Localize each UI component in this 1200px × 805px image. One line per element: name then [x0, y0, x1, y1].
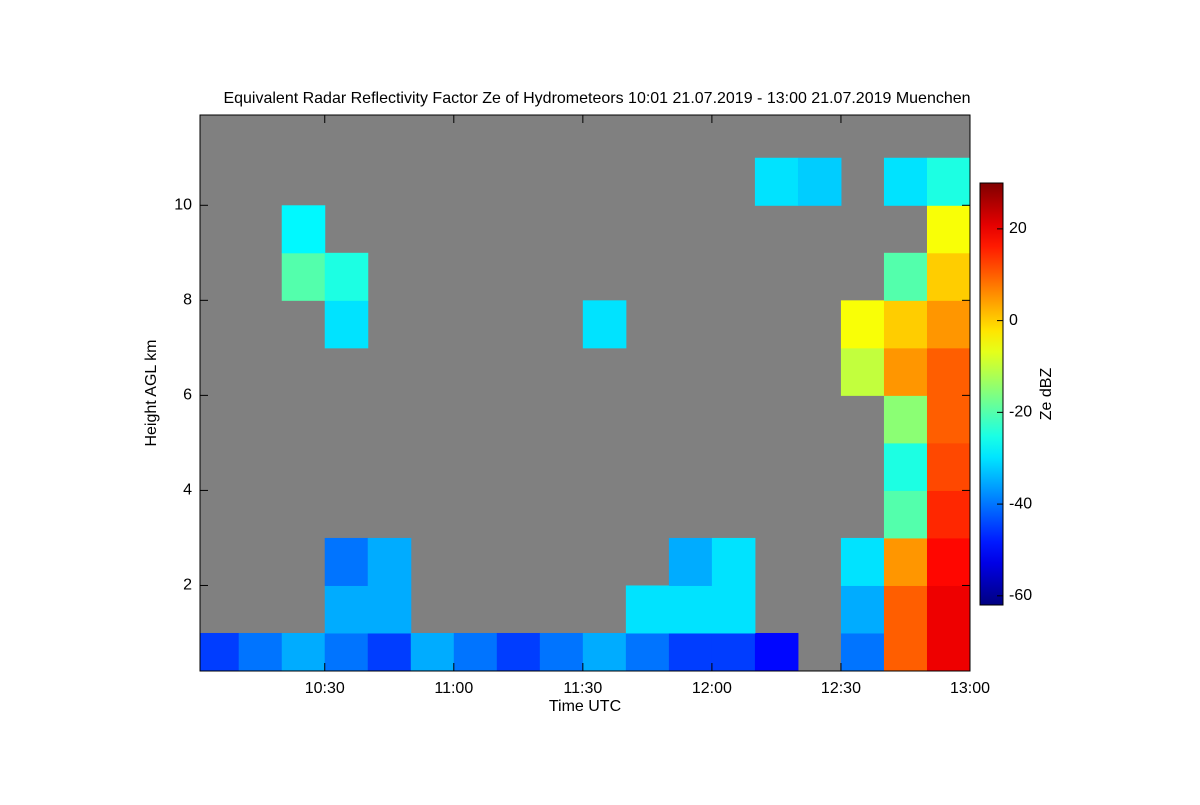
cell: [668, 585, 713, 634]
cell: [668, 537, 713, 586]
cell: [367, 632, 412, 671]
cell: [840, 537, 885, 586]
cell: [926, 442, 970, 491]
cell: [711, 585, 756, 634]
cell: [883, 632, 928, 671]
x-tick-label: 11:30: [563, 680, 602, 697]
cell: [883, 442, 928, 491]
cell: [883, 347, 928, 396]
x-tick-label: 11:00: [434, 680, 473, 697]
cell: [324, 632, 369, 671]
cell: [324, 585, 369, 634]
cell: [840, 300, 885, 349]
x-tick-label: 13:00: [950, 680, 990, 697]
y-tick-label: 6: [183, 387, 192, 404]
cell: [883, 490, 928, 539]
colorbar-tick-label: 0: [1009, 312, 1018, 329]
cell: [539, 632, 584, 671]
cell: [453, 632, 498, 671]
cell: [926, 205, 970, 254]
colorbar-label: Ze dBZ: [1038, 368, 1055, 421]
y-tick-label: 2: [183, 577, 192, 594]
cell: [883, 300, 928, 349]
cell: [668, 632, 713, 671]
cell: [926, 252, 970, 301]
cell: [840, 632, 885, 671]
cell: [496, 632, 541, 671]
cell: [926, 157, 970, 206]
colorbar-tick-label: -60: [1009, 587, 1032, 604]
cell: [281, 252, 326, 301]
cell: [625, 632, 670, 671]
plot-frame: [199, 114, 971, 672]
cell: [883, 585, 928, 634]
cell: [625, 585, 670, 634]
colorbar: [979, 182, 1004, 606]
cell: [281, 205, 326, 254]
cell: [324, 537, 369, 586]
cell: [883, 537, 928, 586]
cell: [883, 157, 928, 206]
colorbar-tick-label: 20: [1009, 220, 1027, 237]
cell: [840, 347, 885, 396]
cell: [324, 300, 369, 349]
cell: [926, 347, 970, 396]
cell: [410, 632, 455, 671]
cell: [711, 537, 756, 586]
x-tick-label: 12:00: [692, 680, 732, 697]
colorbar-tick-label: -20: [1009, 404, 1032, 421]
cell: [367, 537, 412, 586]
colorbar-tick-label: -40: [1009, 495, 1032, 512]
cell: [754, 157, 799, 206]
chart-title: Equivalent Radar Reflectivity Factor Ze …: [223, 90, 970, 107]
cell: [883, 395, 928, 444]
cell: [281, 632, 326, 671]
cell: [883, 252, 928, 301]
cell: [582, 300, 627, 349]
cells: [200, 157, 970, 671]
cell: [324, 252, 369, 301]
cell: [926, 537, 970, 586]
cell: [926, 490, 970, 539]
y-tick-label: 4: [183, 482, 192, 499]
cell: [926, 395, 970, 444]
x-axis-label: Time UTC: [549, 698, 621, 715]
cell: [238, 632, 283, 671]
y-axis-label: Height AGL km: [143, 339, 160, 446]
y-tick-label: 10: [174, 197, 192, 214]
cell: [754, 632, 799, 671]
cell: [797, 157, 842, 206]
cell: [582, 632, 627, 671]
y-tick-label: 8: [183, 292, 192, 309]
cell: [367, 585, 412, 634]
x-tick-label: 12:30: [821, 680, 861, 697]
cell: [926, 585, 970, 634]
cell: [200, 632, 240, 671]
x-tick-label: 10:30: [305, 680, 345, 697]
cell: [926, 632, 970, 671]
cell: [926, 300, 970, 349]
cell: [840, 585, 885, 634]
cell: [711, 632, 756, 671]
